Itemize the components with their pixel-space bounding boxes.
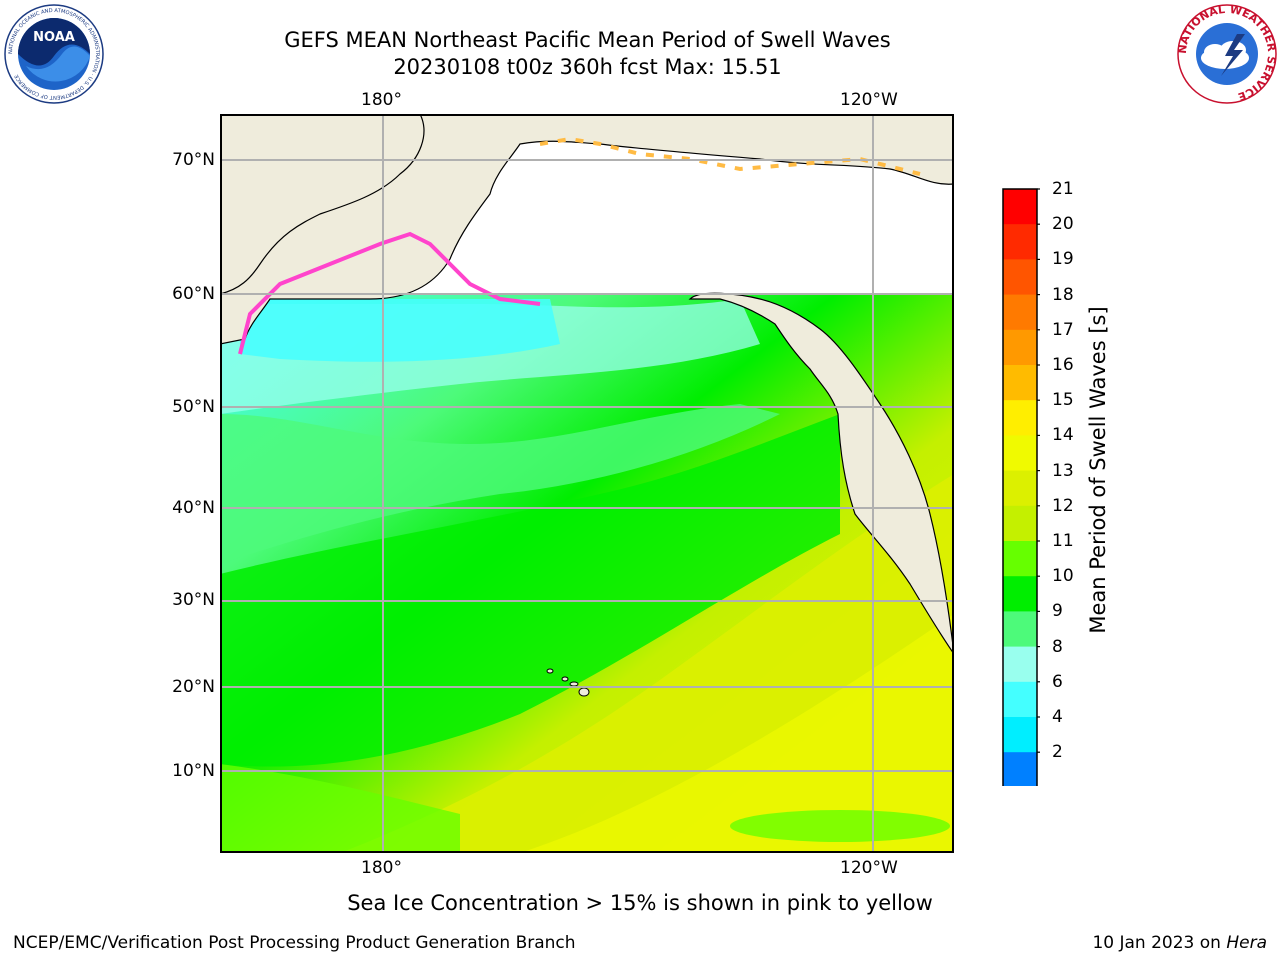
chart-title: GEFS MEAN Northeast Pacific Mean Period … <box>284 28 891 52</box>
lon-label-bottom-180: 180° <box>361 858 402 878</box>
colorbar-tick-label: 13 <box>1052 460 1074 481</box>
colorbar-tick-label: 12 <box>1052 495 1074 516</box>
colorbar-segment <box>1003 259 1037 296</box>
period-14-zone <box>520 614 954 853</box>
noaa-logo-text: NOAA <box>33 30 75 45</box>
colorbar-segment <box>1003 752 1037 786</box>
hawaii-island <box>578 687 590 697</box>
footer-date-text: 10 Jan 2023 on <box>1092 933 1227 953</box>
colorbar-title: Mean Period of Swell Waves [s] <box>1086 306 1110 634</box>
chart-subtitle: 20230108 t00z 360h fcst Max: 15.51 <box>393 55 782 79</box>
colorbar-segment <box>1003 576 1037 612</box>
colorbar-segment <box>1003 365 1037 401</box>
hawaii-island <box>561 676 569 682</box>
sea-ice-edge-north <box>539 136 921 176</box>
colorbar-tick-label: 6 <box>1052 671 1063 692</box>
colorbar-tick-label: 18 <box>1052 284 1074 305</box>
colorbar-tick-label: 11 <box>1052 531 1074 551</box>
colorbar-segment <box>1003 470 1037 507</box>
colorbar-tick-label: 16 <box>1052 355 1074 375</box>
colorbar-tick-label: 10 <box>1052 566 1074 587</box>
colorbar-tick-label: 4 <box>1052 707 1063 727</box>
period-11-zone <box>220 414 840 767</box>
period-9-zone <box>220 404 780 564</box>
nws-logo: NATIONAL WEATHER SERVICE <box>1177 4 1277 104</box>
lon-label-top-120w: 120°W <box>840 90 898 110</box>
lon-label-top-180: 180° <box>361 90 402 110</box>
noaa-logo: NOAA NATIONAL OCEANIC AND ATMOSPHERIC AD… <box>4 4 104 104</box>
hawaii-island <box>546 668 554 674</box>
map-border <box>220 114 954 853</box>
colorbar-segment <box>1003 717 1037 753</box>
colorbar-segment <box>1003 294 1037 331</box>
colorbar-tick-label: 17 <box>1052 319 1074 340</box>
colorbar-tick-label: 19 <box>1052 249 1074 270</box>
colorbar-segment <box>1003 611 1037 648</box>
lat-label-20n: 20°N <box>172 677 215 697</box>
north-america-land <box>688 114 954 656</box>
period-7-zone <box>240 299 560 362</box>
lat-label-70n: 70°N <box>172 150 215 170</box>
colorbar-outline <box>1002 188 1038 786</box>
colorbar-tick-label: 21 <box>1052 179 1074 199</box>
colorbar-segment <box>1003 681 1037 718</box>
colorbar <box>1002 188 1040 786</box>
colorbar-segment <box>1003 189 1037 225</box>
footer-host: Hera <box>1226 933 1267 953</box>
colorbar-segment <box>1003 329 1037 366</box>
lon-label-bottom-120w: 120°W <box>840 858 898 878</box>
colorbar-segment <box>1003 400 1037 436</box>
colorbar-segment <box>1003 541 1037 577</box>
period-12-patch <box>730 810 950 842</box>
colorbar-segment <box>1003 224 1037 260</box>
map-panel <box>220 114 954 853</box>
period-12-zone <box>220 764 460 853</box>
colorbar-tick-label: 15 <box>1052 390 1074 411</box>
lat-label-30n: 30°N <box>172 590 215 610</box>
colorbar-tick-label: 14 <box>1052 425 1074 446</box>
lat-label-60n: 60°N <box>172 284 215 304</box>
colorbar-tick-label: 20 <box>1052 214 1074 235</box>
colorbar-tick-label: 8 <box>1052 636 1063 657</box>
lat-label-50n: 50°N <box>172 397 215 417</box>
lat-label-10n: 10°N <box>172 761 215 781</box>
footer-credit: NCEP/EMC/Verification Post Processing Pr… <box>13 933 576 953</box>
colorbar-segment <box>1003 646 1037 683</box>
sea-ice-note: Sea Ice Concentration > 15% is shown in … <box>347 891 933 915</box>
colorbar-tick-label: 2 <box>1052 742 1063 763</box>
footer-date: 10 Jan 2023 on Hera <box>1092 933 1267 953</box>
colorbar-segment <box>1003 435 1037 472</box>
colorbar-tick-label: 9 <box>1052 601 1063 622</box>
hawaii-island <box>569 681 579 687</box>
lat-label-40n: 40°N <box>172 498 215 518</box>
colorbar-segment <box>1003 505 1037 542</box>
graticule <box>220 114 954 853</box>
